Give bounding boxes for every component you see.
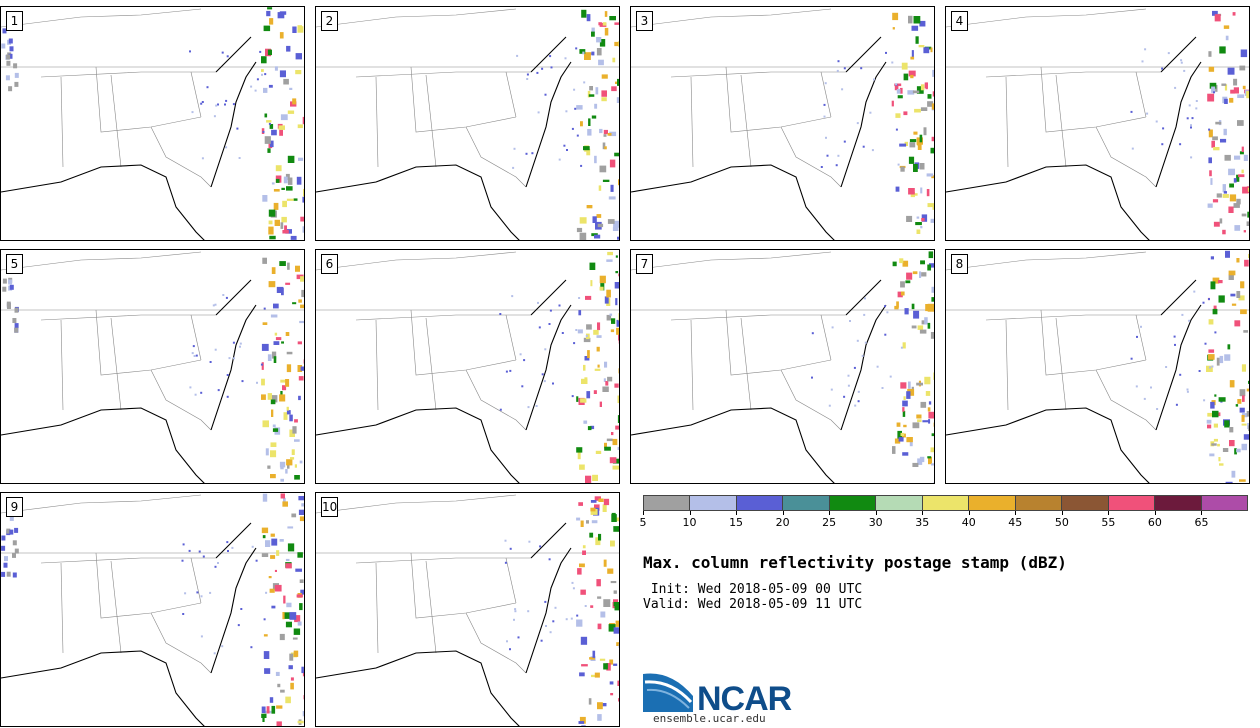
colorbar-tick-mark [829, 511, 831, 515]
map-panel-2: 2 [315, 6, 620, 241]
panel-number: 9 [6, 497, 23, 517]
colorbar-tick-mark [1201, 511, 1203, 515]
colorbar-segment [829, 496, 877, 510]
panel-number: 10 [321, 497, 338, 517]
colorbar-segment [922, 496, 970, 510]
colorbar-segment [876, 496, 923, 510]
colorbar-segment [690, 496, 737, 510]
colorbar-tick-label: 40 [961, 516, 976, 529]
logo-url: ensemble.ucar.edu [653, 712, 766, 725]
panel-number: 2 [321, 11, 338, 31]
panel-number: 4 [951, 11, 968, 31]
map-panel-6: 6 [315, 249, 620, 484]
valid-time: Valid: Wed 2018-05-09 11 UTC [643, 597, 863, 612]
colorbar-segment [1062, 496, 1109, 510]
colorbar-tick-mark [736, 511, 738, 515]
map-panel-9: 9 [0, 492, 305, 727]
colorbar-segment [783, 496, 830, 510]
colorbar-tick-mark [922, 511, 924, 515]
colorbar-segment [1155, 496, 1202, 510]
chart-title: Max. column reflectivity postage stamp (… [643, 553, 1067, 572]
colorbar-segment [736, 496, 784, 510]
colorbar-tick-label: 15 [729, 516, 744, 529]
colorbar-tick-label: 10 [682, 516, 697, 529]
colorbar-tick-label: 50 [1054, 516, 1069, 529]
colorbar-segment [1015, 496, 1063, 510]
colorbar-tick-label: 35 [915, 516, 930, 529]
map-panel-3: 3 [630, 6, 935, 241]
panel-number: 6 [321, 254, 338, 274]
colorbar-ticks [643, 511, 1248, 515]
colorbar-tick-label: 30 [868, 516, 883, 529]
map-panel-8: 8 [945, 249, 1250, 484]
colorbar-tick-mark [1108, 511, 1110, 515]
map-panel-7: 7 [630, 249, 935, 484]
colorbar-tick-label: 60 [1147, 516, 1162, 529]
ncar-logo-icon [643, 673, 693, 712]
colorbar-tick-mark [968, 511, 970, 515]
colorbar-tick-label: 20 [775, 516, 790, 529]
panel-number: 5 [6, 254, 23, 274]
colorbar-tick-label: 65 [1194, 516, 1209, 529]
panel-number: 8 [951, 254, 968, 274]
colorbar-segment [1108, 496, 1156, 510]
colorbar-tick-mark [782, 511, 784, 515]
colorbar-tick-mark [689, 511, 691, 515]
map-panel-1: 1 [0, 6, 305, 241]
colorbar-tick-mark [1061, 511, 1063, 515]
map-panel-5: 5 [0, 249, 305, 484]
colorbar-tick-mark [875, 511, 877, 515]
init-time: Init: Wed 2018-05-09 00 UTC [643, 582, 863, 597]
colorbar-tick-label: 5 [639, 516, 647, 529]
colorbar-tick-mark [1154, 511, 1156, 515]
colorbar-segment [644, 496, 691, 510]
colorbar-tick-mark [1015, 511, 1017, 515]
colorbar-tick-labels: 5 10 15 20 25 30 35 40 45 50 55 60 65 [639, 516, 1248, 530]
colorbar [643, 495, 1248, 511]
panel-number: 3 [636, 11, 653, 31]
colorbar-segment [969, 496, 1016, 510]
colorbar-segment [1201, 496, 1248, 510]
panel-number: 7 [636, 254, 653, 274]
colorbar-tick-label: 25 [822, 516, 837, 529]
map-panel-4: 4 [945, 6, 1250, 241]
colorbar-tick-label: 55 [1101, 516, 1116, 529]
panel-number: 1 [6, 11, 23, 31]
ncar-logo-text: NCAR [697, 680, 792, 718]
colorbar-tick-mark [643, 511, 644, 515]
map-panel-10: 10 [315, 492, 620, 727]
colorbar-tick-label: 45 [1008, 516, 1023, 529]
